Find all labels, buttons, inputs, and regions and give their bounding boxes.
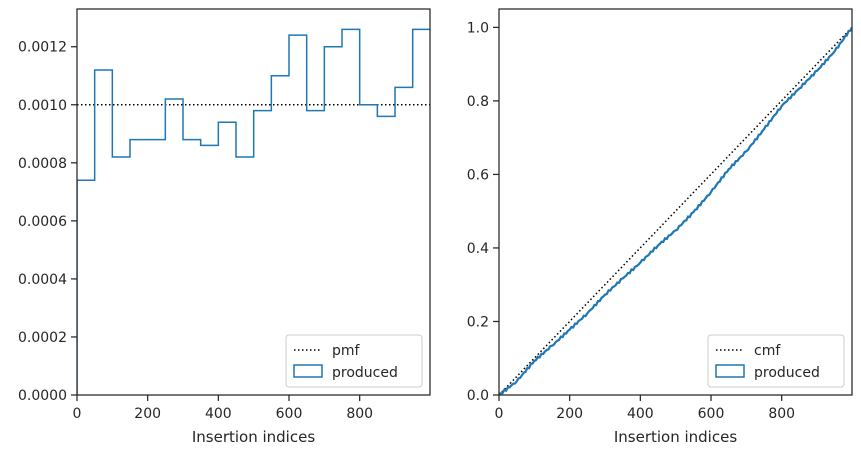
x-tick-label: 400	[205, 406, 232, 422]
y-tick-label: 0.0000	[18, 388, 67, 404]
x-tick-label: 800	[768, 406, 795, 422]
legend-label-produced: produced	[754, 365, 820, 381]
axes-frame	[76, 8, 431, 396]
legend: cmf produced	[707, 334, 845, 388]
produced-bin-6	[183, 140, 201, 395]
produced-bin-0	[77, 180, 95, 395]
x-tick-label: 200	[134, 406, 161, 422]
x-axis-label: Insertion indices	[614, 428, 737, 446]
produced-bin-10	[254, 111, 272, 395]
produced-bin-5	[165, 99, 183, 395]
y-tick-label: 0.0012	[18, 40, 67, 56]
cmf-line-panel: 0 200 400 600 800 0.0 0.2 0.4 0.6 0.8 1.0 Insertion…	[467, 8, 853, 446]
plot-area	[499, 26, 852, 395]
legend-label-produced: produced	[332, 365, 398, 381]
x-tick-label: 800	[346, 406, 373, 422]
y-tick-label: 0.6	[467, 167, 489, 183]
produced-bin-1	[95, 70, 113, 395]
x-axis-label: Insertion indices	[192, 428, 315, 446]
y-tick-label: 0.0006	[18, 214, 67, 230]
legend-box	[285, 334, 423, 388]
cmf-line	[499, 26, 852, 395]
produced-bin-2	[112, 157, 130, 395]
x-tick-label: 0	[73, 406, 82, 422]
y-tick-label: 0.2	[467, 314, 489, 330]
pmf-histogram-panel: 0 200 400 600 800 0.0000 0.0002 0.0004 0.0006 0.0…	[18, 8, 431, 446]
y-tick-label: 0.0	[467, 388, 489, 404]
x-tick-label: 200	[556, 406, 583, 422]
produced-bin-9	[236, 157, 254, 395]
legend-label-cmf: cmf	[754, 343, 781, 359]
legend-box	[707, 334, 845, 388]
legend-swatch-produced	[715, 364, 745, 378]
produced-step-outline	[77, 28, 430, 395]
x-tick-label: 0	[495, 406, 504, 422]
y-tick-label: 0.4	[467, 241, 489, 257]
y-tick-label: 1.0	[467, 20, 489, 36]
produced-bin-7	[201, 145, 219, 395]
x-tick-label: 600	[698, 406, 725, 422]
axes-frame	[498, 8, 853, 396]
produced-cumulative-line	[499, 26, 852, 395]
produced-bin-3	[130, 140, 148, 395]
plot-area	[77, 28, 430, 395]
y-tick-label: 0.0002	[18, 330, 67, 346]
produced-bin-4	[148, 140, 166, 395]
legend: pmf produced	[285, 334, 423, 388]
legend-label-pmf: pmf	[332, 343, 361, 359]
x-tick-label: 600	[276, 406, 303, 422]
x-tick-label: 400	[627, 406, 654, 422]
y-tick-label: 0.0004	[18, 272, 67, 288]
y-tick-label: 0.0008	[18, 156, 67, 172]
legend-swatch-produced	[293, 364, 323, 378]
produced-bin-8	[218, 122, 236, 395]
y-tick-label: 0.8	[467, 94, 489, 110]
y-tick-label: 0.0010	[18, 98, 67, 114]
